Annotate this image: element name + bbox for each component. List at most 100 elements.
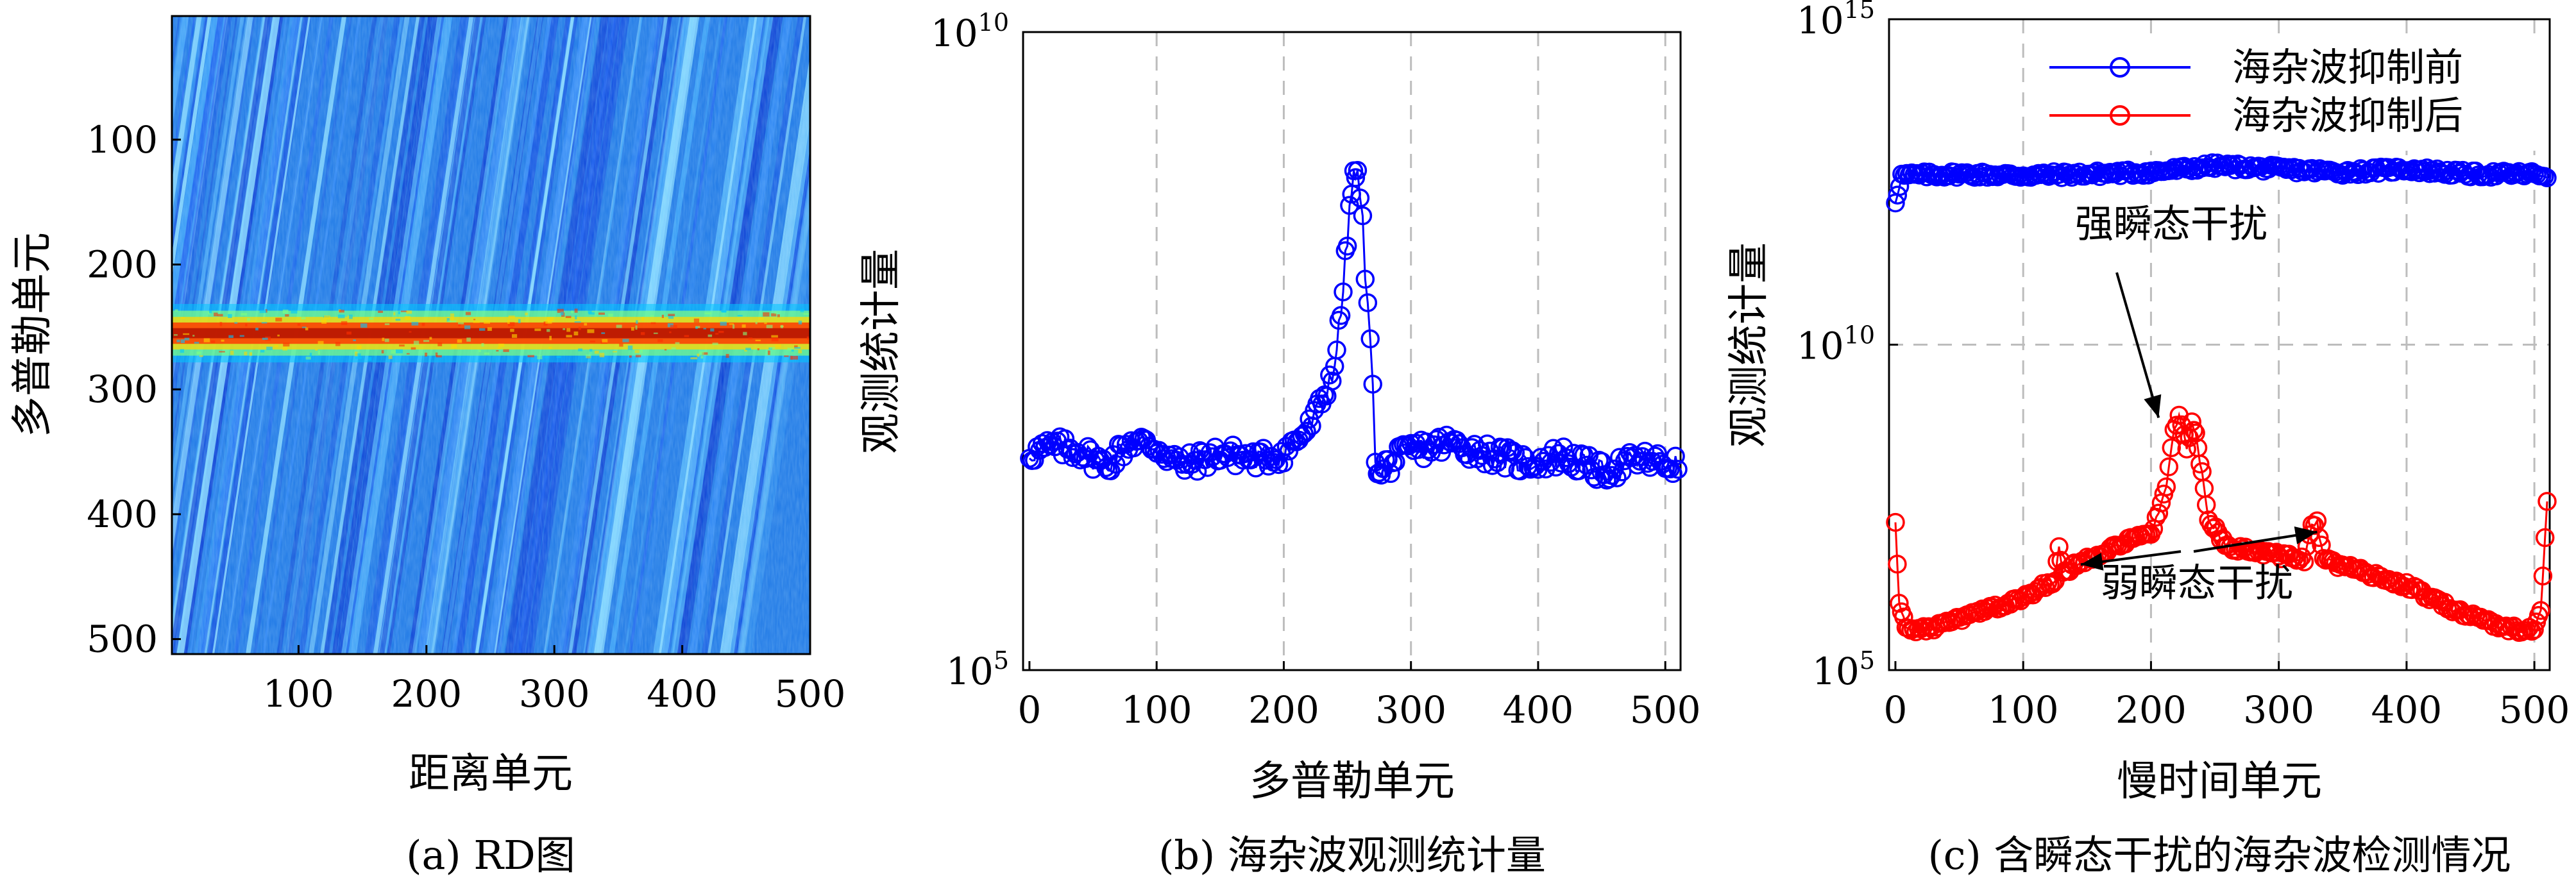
ridge-speckle: [282, 309, 289, 314]
heatmap-stripe: [172, 16, 175, 34]
data-point: [2043, 574, 2062, 594]
data-point: [2177, 439, 2196, 458]
caption-b: (b) 海杂波观测统计量: [1158, 832, 1546, 879]
data-point: [1890, 594, 1909, 613]
ridge-speckle: [274, 344, 278, 348]
ridge-speckle: [560, 312, 564, 315]
ridge-speckle: [309, 353, 312, 357]
ridge-speckle: [384, 339, 389, 342]
ridge-speckle: [574, 308, 578, 313]
ridge-speckle: [446, 317, 450, 322]
ridge-speckle: [301, 317, 306, 320]
data-point: [2276, 160, 2296, 179]
ridge-speckle: [574, 321, 581, 323]
ridge-speckle: [599, 353, 605, 358]
ridge-speckle: [725, 353, 729, 358]
ridge-speckle: [608, 314, 613, 317]
data-point: [2522, 621, 2541, 641]
ridge-speckle: [507, 319, 510, 324]
ridge-speckle: [265, 336, 271, 341]
ridge-speckle: [183, 333, 190, 335]
ridge-speckle: [405, 315, 411, 321]
ridge-speckle: [616, 324, 622, 328]
ridge-speckle: [768, 350, 770, 355]
ridge-speckle: [266, 346, 273, 350]
ridge-speckle: [675, 342, 680, 344]
ridge-speckle: [484, 320, 491, 324]
data-point: [2533, 566, 2553, 586]
legend-marker-red: [2110, 105, 2130, 126]
x-tick-label: 400: [1503, 688, 1574, 732]
ridge-speckle: [425, 352, 428, 357]
data-point: [1360, 329, 1380, 349]
data-point: [1350, 189, 1370, 208]
y-tick-label-a: 200: [87, 242, 158, 286]
x-tick-label: 0: [1017, 688, 1041, 732]
ridge-speckle: [291, 310, 298, 314]
data-point: [1584, 467, 1604, 487]
ridge-speckle: [670, 324, 677, 329]
data-point: [1888, 185, 1908, 205]
ridge-speckle: [473, 321, 480, 323]
data-point: [2049, 537, 2069, 557]
ridge-speckle: [704, 312, 712, 315]
ridge-speckle: [629, 355, 632, 358]
heatmap-ticks: 100 200 300 400 500 100 200 300 400 500: [87, 118, 845, 716]
ridge-speckle: [421, 323, 425, 326]
annotation-arrow: [2115, 272, 2160, 419]
ridge-speckle: [450, 313, 455, 318]
x-tick-label: 300: [2243, 688, 2314, 732]
ridge-speckle: [549, 335, 552, 341]
data-point: [1355, 269, 1375, 289]
ridge-speckle: [565, 315, 572, 319]
ridge-speckle: [244, 351, 248, 356]
ridge-speckle: [465, 312, 471, 315]
ridge-speckle: [664, 349, 667, 351]
y-tick-label: 105: [1812, 646, 1875, 693]
y-tick-label-a: 400: [87, 492, 158, 536]
ridge-speckle: [764, 323, 767, 324]
ridge-speckle: [718, 331, 724, 333]
ridge-speckle: [406, 353, 410, 355]
ridge-speckle: [228, 314, 232, 318]
annotation-weak: 弱瞬态干扰: [2101, 561, 2293, 606]
ridge-speckle: [641, 317, 645, 321]
ridge-speckle: [657, 339, 663, 342]
data-point: [2525, 620, 2544, 639]
legend-box: [2033, 35, 2546, 151]
ridge-speckle: [484, 352, 489, 355]
data-point: [2471, 607, 2491, 627]
ridge-speckle: [262, 337, 268, 341]
ridge-speckle: [556, 356, 561, 358]
ridge-speckle: [619, 343, 623, 347]
y-tick-label: 1010: [931, 8, 1009, 55]
data-point: [2085, 163, 2105, 183]
ridge-speckle: [695, 326, 698, 329]
annotation-arrowhead: [2144, 394, 2162, 418]
ridge-speckle: [255, 328, 258, 331]
data-point: [1531, 448, 1550, 467]
ridge-speckle: [510, 328, 514, 332]
data-point: [1323, 371, 1342, 391]
legend-marker-blue: [2110, 57, 2130, 78]
ridge-speckle: [798, 321, 802, 324]
data-point: [1331, 306, 1351, 325]
data-point: [2538, 492, 2557, 511]
x-tick-label: 100: [1121, 688, 1192, 732]
data-point: [2164, 158, 2184, 177]
series-c: [1886, 153, 2557, 643]
ridge-speckle: [321, 319, 327, 324]
ridge-speckle: [800, 308, 804, 312]
caption-c: (c) 含瞬态干扰的海杂波检测情况: [1928, 832, 2511, 879]
ridge-speckle: [180, 349, 185, 353]
ridge-speckle: [473, 319, 476, 321]
ridge-speckle: [791, 356, 799, 360]
ridge-speckle: [547, 317, 554, 321]
ridge-speckle: [275, 317, 282, 322]
data-point: [1346, 168, 1366, 187]
ridge-speckle: [697, 353, 700, 357]
ridge-speckle: [669, 331, 672, 333]
ridge-speckle: [780, 324, 783, 328]
ridge-speckle: [457, 339, 462, 343]
ridge-speckle: [282, 346, 287, 351]
